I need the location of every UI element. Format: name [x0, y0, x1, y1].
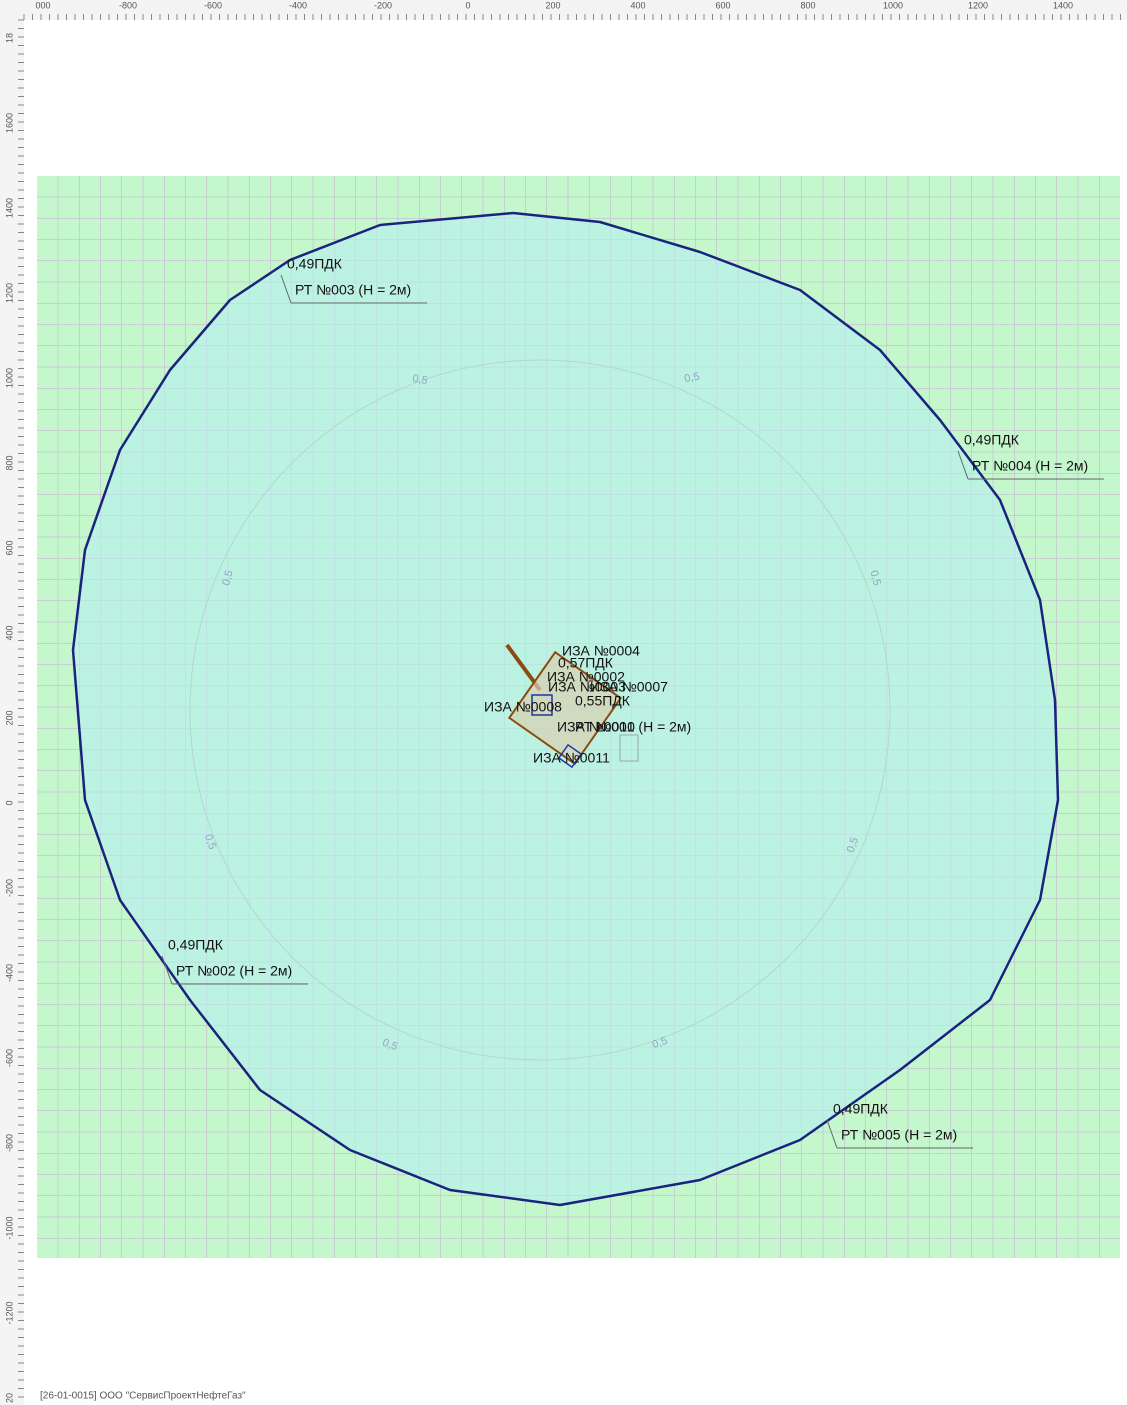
footer: [26-01-0015] ООО "СервисПроектНефтеГаз" [40, 1390, 246, 1402]
isoline-label: 0,5 [867, 569, 883, 587]
top-ruler [0, 0, 1127, 20]
top-ruler-label: 1400 [1053, 0, 1073, 10]
top-ruler-label: -600 [204, 0, 222, 10]
left-ruler-label: -200 [4, 879, 14, 897]
point-value: 0,49ПДК [833, 1101, 889, 1117]
isoline-label: 0,5 [651, 1035, 669, 1052]
source-label: ИЗА №0007 [590, 679, 668, 695]
top-ruler-label: -200 [374, 0, 392, 10]
top-ruler-label: 400 [630, 0, 645, 10]
leader [957, 450, 969, 480]
ruler-ticks: 000 -800 -600 -400 -200 0 200 400 600 800 1000 1200… [4, 0, 1121, 1403]
point-value: 0,49ПДК [168, 937, 224, 953]
left-ruler-label: 200 [4, 710, 14, 725]
left-ruler-label: 0 [4, 800, 14, 805]
leader [161, 955, 173, 985]
point-label: РТ №005 (Н = 2м) [841, 1127, 957, 1143]
isoline-label: 0,5 [411, 373, 428, 387]
point-label: РТ №003 (Н = 2м) [295, 282, 411, 298]
top-ruler-label: -800 [119, 0, 137, 10]
top-ruler-label: 200 [545, 0, 560, 10]
point-value: 0,49ПДК [287, 256, 343, 272]
left-ruler-label: -600 [4, 1049, 14, 1067]
top-ruler-label: 1000 [883, 0, 903, 10]
left-ruler [0, 0, 24, 1405]
isoline-label: 0,5 [220, 569, 236, 587]
left-ruler-label: 20 [4, 1393, 14, 1403]
top-ruler-label: 1200 [968, 0, 988, 10]
left-ruler-label: 1000 [4, 368, 14, 388]
leader [826, 1119, 838, 1149]
labels: 0,49ПДК РТ №003 (Н = 2м) 0,49ПДК РТ №004 (Н… [161, 256, 1104, 1149]
source-label: ИЗА №0010 [557, 719, 635, 735]
isoline-label: 0,5 [845, 836, 862, 854]
source-label: ИЗА №0011 [533, 750, 610, 766]
left-ruler-label: -800 [4, 1134, 14, 1152]
top-ruler-label: 0 [465, 0, 470, 10]
source-label: ИЗА №0003 [548, 679, 626, 695]
top-ruler-label: 800 [800, 0, 815, 10]
isoline-label: 0,5 [381, 1037, 399, 1054]
source-label: ИЗА №0008 [484, 699, 562, 715]
point-value: 0,49ПДК [964, 432, 1020, 448]
source-label: ИЗА №0004 [562, 643, 640, 659]
top-ruler-label: -400 [289, 0, 307, 10]
left-ruler-label: 800 [4, 455, 14, 470]
source-label: ИЗА №0002 [547, 669, 625, 685]
left-ruler-label: -400 [4, 964, 14, 982]
leader [280, 274, 292, 304]
point-label: РТ №002 (Н = 2м) [176, 963, 292, 979]
left-ruler-label: 18 [4, 33, 14, 43]
isoline-label: 0,5 [202, 833, 219, 851]
left-ruler-label: -1200 [4, 1301, 14, 1324]
point-value: 0,55ПДК [575, 693, 631, 709]
point-label: РТ №001 (Н = 2м) [575, 719, 691, 735]
left-ruler-label: 1400 [4, 198, 14, 218]
top-ruler-label: 600 [715, 0, 730, 10]
left-ruler-label: 400 [4, 625, 14, 640]
left-ruler-label: 600 [4, 540, 14, 555]
point-label: РТ №004 (Н = 2м) [972, 458, 1088, 474]
contour-05 [189, 359, 891, 1061]
isoline-label: 0,5 [683, 371, 700, 385]
left-ruler-label: 1200 [4, 283, 14, 303]
source-cluster [505, 643, 639, 769]
left-ruler-label: 1600 [4, 113, 14, 133]
left-ruler-label: -1000 [4, 1216, 14, 1239]
top-ruler-label: 000 [35, 0, 50, 10]
source-label: 0,57ПДК [558, 655, 614, 671]
